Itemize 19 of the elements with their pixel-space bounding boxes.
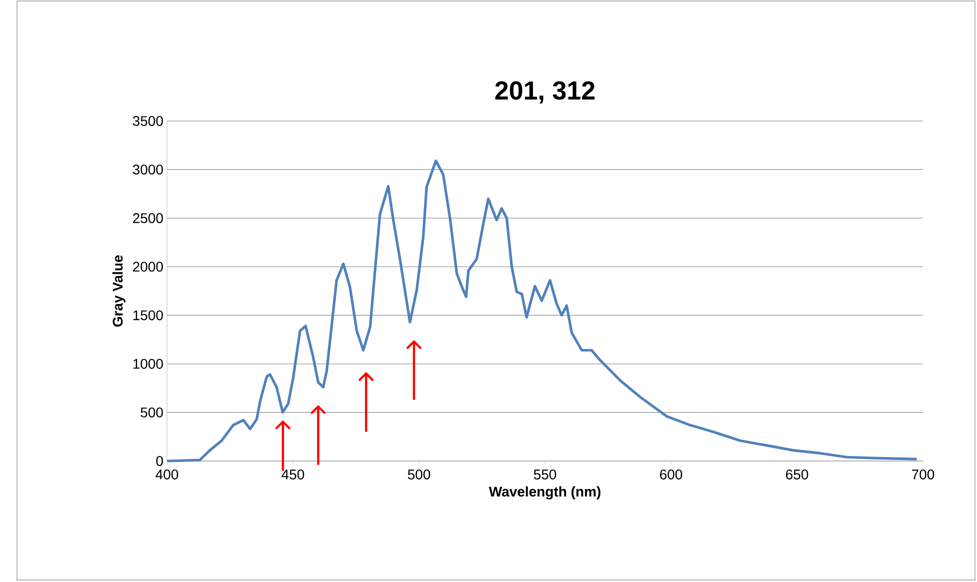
y-tick-label: 0 [156, 456, 163, 466]
y-tick-label: 1000 [133, 358, 163, 369]
y-tick-label: 1500 [133, 310, 163, 320]
x-tick-label: 600 [660, 470, 682, 480]
y-tick-label: 500 [140, 407, 163, 418]
y-tick-label: 2000 [133, 262, 163, 272]
x-tick-label: 650 [786, 470, 808, 480]
x-tick-label: 400 [156, 470, 178, 480]
x-tick-label: 500 [408, 470, 430, 480]
y-axis-title: Gray Value [112, 255, 126, 327]
y-tick-label: 3500 [132, 116, 163, 126]
y-tick-label: 3000 [132, 164, 163, 175]
x-tick-label: 550 [534, 470, 556, 480]
y-tick-label: 2500 [133, 213, 163, 224]
chart-title: 201, 312 [495, 81, 595, 104]
x-tick-label: 450 [282, 470, 304, 480]
line-series [166, 160, 918, 462]
x-axis-title: Wavelength (nm) [488, 486, 600, 500]
x-tick-label: 700 [912, 470, 934, 480]
